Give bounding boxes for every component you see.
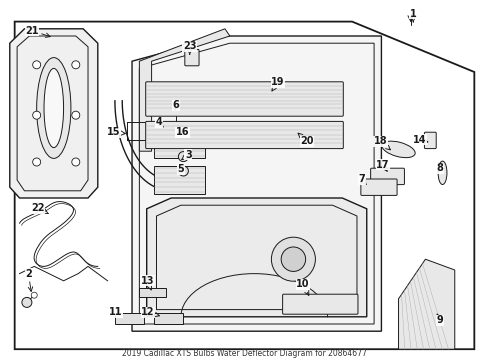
FancyBboxPatch shape bbox=[145, 121, 343, 149]
Ellipse shape bbox=[437, 161, 446, 184]
Text: 9: 9 bbox=[436, 314, 443, 325]
Text: 20: 20 bbox=[298, 133, 313, 147]
Ellipse shape bbox=[381, 141, 414, 158]
Polygon shape bbox=[139, 29, 229, 151]
Text: 7: 7 bbox=[358, 174, 366, 185]
Bar bbox=[154, 166, 205, 194]
Circle shape bbox=[271, 237, 315, 281]
Text: 15: 15 bbox=[107, 127, 125, 138]
Text: 1: 1 bbox=[409, 9, 416, 22]
Polygon shape bbox=[132, 36, 381, 331]
Text: 18: 18 bbox=[373, 136, 389, 150]
Text: 23: 23 bbox=[183, 41, 196, 54]
FancyBboxPatch shape bbox=[424, 132, 435, 149]
Circle shape bbox=[33, 111, 41, 119]
Text: 8: 8 bbox=[436, 163, 443, 174]
Text: 4: 4 bbox=[155, 117, 163, 127]
Circle shape bbox=[171, 128, 181, 138]
Circle shape bbox=[281, 247, 305, 271]
FancyBboxPatch shape bbox=[167, 105, 184, 115]
Polygon shape bbox=[398, 259, 454, 349]
Text: 16: 16 bbox=[175, 127, 189, 138]
FancyBboxPatch shape bbox=[282, 294, 357, 314]
Circle shape bbox=[178, 152, 188, 162]
Text: 10: 10 bbox=[296, 279, 309, 296]
Circle shape bbox=[72, 158, 80, 166]
FancyBboxPatch shape bbox=[158, 123, 177, 135]
Text: 13: 13 bbox=[141, 276, 154, 290]
FancyBboxPatch shape bbox=[145, 82, 343, 116]
FancyBboxPatch shape bbox=[370, 168, 404, 185]
Text: 12: 12 bbox=[141, 307, 159, 318]
Polygon shape bbox=[146, 198, 366, 317]
Circle shape bbox=[31, 292, 37, 298]
Text: 3: 3 bbox=[182, 150, 191, 160]
Bar bbox=[154, 313, 183, 324]
Circle shape bbox=[72, 61, 80, 69]
Circle shape bbox=[33, 61, 41, 69]
Text: 5: 5 bbox=[177, 164, 184, 174]
Text: 22: 22 bbox=[31, 203, 48, 213]
Circle shape bbox=[178, 166, 188, 176]
FancyBboxPatch shape bbox=[360, 179, 396, 195]
Text: 17: 17 bbox=[375, 160, 389, 171]
Text: 14: 14 bbox=[412, 135, 427, 145]
Polygon shape bbox=[10, 29, 98, 198]
Bar bbox=[154, 130, 205, 158]
Bar bbox=[115, 313, 144, 324]
Text: 6: 6 bbox=[172, 100, 179, 111]
Circle shape bbox=[33, 158, 41, 166]
Text: 2: 2 bbox=[25, 269, 33, 292]
Circle shape bbox=[72, 111, 80, 119]
Bar bbox=[139, 288, 166, 297]
Ellipse shape bbox=[44, 68, 63, 148]
FancyBboxPatch shape bbox=[184, 49, 199, 66]
Text: 21: 21 bbox=[25, 26, 50, 37]
Text: 19: 19 bbox=[270, 77, 284, 91]
Circle shape bbox=[22, 297, 32, 307]
Text: 11: 11 bbox=[109, 307, 122, 318]
Ellipse shape bbox=[37, 58, 71, 158]
Text: 2019 Cadillac XTS Bulbs Water Deflector Diagram for 20864677: 2019 Cadillac XTS Bulbs Water Deflector … bbox=[122, 349, 366, 358]
